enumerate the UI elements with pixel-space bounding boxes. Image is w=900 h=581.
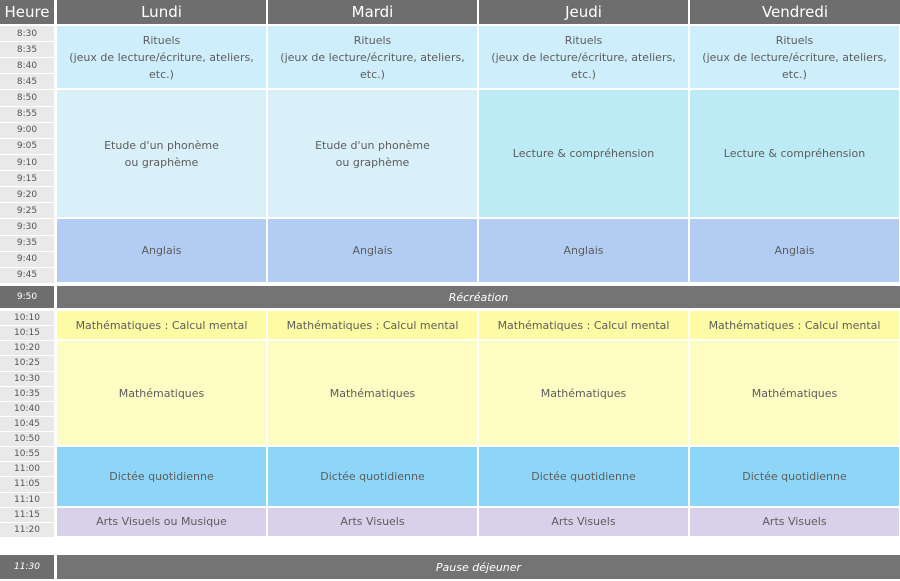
- subject-cell-calcul[interactable]: Mathématiques : Calcul mental: [57, 311, 266, 340]
- subject-label: Arts Visuels ou Musique: [96, 515, 227, 529]
- subject-label: Anglais: [563, 244, 604, 258]
- subject-label: Etude d'un phonème ou graphème: [104, 138, 219, 169]
- subject-cell-anglais[interactable]: Anglais: [268, 219, 477, 282]
- subject-label: Mathématiques: [118, 386, 205, 400]
- day-header-1: Mardi: [268, 0, 477, 24]
- time-slot: 9:25: [0, 203, 54, 219]
- subject-cell-phoneme[interactable]: Lecture & compréhension: [690, 90, 899, 218]
- time-slot: 11:20: [0, 522, 54, 537]
- subject-cell-calcul[interactable]: Mathématiques : Calcul mental: [479, 311, 688, 340]
- time-slot: 9:05: [0, 138, 54, 154]
- subject-cell-phoneme[interactable]: Etude d'un phonème ou graphème: [268, 90, 477, 218]
- subject-label: Dictée quotidienne: [320, 469, 425, 483]
- subject-label: Dictée quotidienne: [742, 469, 847, 483]
- subject-label: Etude d'un phonème ou graphème: [315, 138, 430, 169]
- subject-label: Rituels (jeux de lecture/écriture, ateli…: [702, 33, 887, 81]
- subject-label: Mathématiques : Calcul mental: [286, 318, 459, 332]
- lunch-band: Pause déjeuner: [57, 555, 900, 579]
- subject-cell-anglais[interactable]: Anglais: [690, 219, 899, 282]
- subject-cell-dictee[interactable]: Dictée quotidienne: [690, 447, 899, 506]
- time-slot: 9:45: [0, 267, 54, 283]
- subject-cell-maths[interactable]: Mathématiques: [690, 341, 899, 446]
- subject-cell-dictee[interactable]: Dictée quotidienne: [57, 447, 266, 506]
- subject-label: Anglais: [352, 244, 393, 258]
- subject-cell-arts[interactable]: Arts Visuels: [268, 507, 477, 536]
- subject-label: Anglais: [141, 244, 182, 258]
- time-slot: 9:00: [0, 122, 54, 138]
- subject-cell-rituels[interactable]: Rituels (jeux de lecture/écriture, ateli…: [690, 26, 899, 89]
- time-slot: 11:10: [0, 492, 54, 507]
- time-slot: 11:05: [0, 477, 54, 492]
- subject-cell-calcul[interactable]: Mathématiques : Calcul mental: [268, 311, 477, 340]
- subject-label: Mathématiques: [329, 386, 416, 400]
- subject-label: Arts Visuels: [762, 515, 827, 529]
- time-slot: 9:15: [0, 171, 54, 187]
- day-header-0: Lundi: [57, 0, 266, 24]
- time-slot: 8:45: [0, 74, 54, 90]
- time-slot: 10:15: [0, 326, 54, 341]
- time-slot: 10:45: [0, 416, 54, 432]
- subject-cell-maths[interactable]: Mathématiques: [479, 341, 688, 446]
- time-slot: 10:55: [0, 447, 54, 462]
- recess-band: Récréation: [57, 286, 900, 308]
- day-header-2: Jeudi: [479, 0, 688, 24]
- subject-cell-dictee[interactable]: Dictée quotidienne: [268, 447, 477, 506]
- subject-cell-rituels[interactable]: Rituels (jeux de lecture/écriture, ateli…: [479, 26, 688, 89]
- time-slot: 10:40: [0, 401, 54, 416]
- lunch-time: 11:30: [0, 555, 54, 579]
- subject-label: Mathématiques: [751, 386, 838, 400]
- subject-label: Arts Visuels: [551, 515, 616, 529]
- time-slot: 9:10: [0, 154, 54, 171]
- subject-label: Anglais: [774, 244, 815, 258]
- time-slot: 9:40: [0, 251, 54, 267]
- subject-label: Dictée quotidienne: [109, 469, 214, 483]
- time-slot: 10:30: [0, 371, 54, 386]
- subject-cell-calcul[interactable]: Mathématiques : Calcul mental: [690, 311, 899, 340]
- time-slot: 8:55: [0, 106, 54, 122]
- time-slot: 8:30: [0, 26, 54, 42]
- time-slot: 9:35: [0, 235, 54, 251]
- subject-cell-arts[interactable]: Arts Visuels: [479, 507, 688, 536]
- subject-label: Mathématiques : Calcul mental: [75, 318, 248, 332]
- time-slot: 8:35: [0, 42, 54, 58]
- time-slot: 10:50: [0, 432, 54, 447]
- subject-cell-anglais[interactable]: Anglais: [479, 219, 688, 282]
- time-slot: 9:30: [0, 219, 54, 235]
- time-slot: 8:40: [0, 58, 54, 74]
- subject-label: Mathématiques : Calcul mental: [497, 318, 670, 332]
- subject-label: Lecture & compréhension: [512, 147, 655, 161]
- subject-cell-maths[interactable]: Mathématiques: [57, 341, 266, 446]
- subject-label: Rituels (jeux de lecture/écriture, ateli…: [280, 33, 465, 81]
- time-slot: 11:00: [0, 462, 54, 477]
- subject-cell-maths[interactable]: Mathématiques: [268, 341, 477, 446]
- time-slot: 8:50: [0, 90, 54, 106]
- subject-label: Rituels (jeux de lecture/écriture, ateli…: [69, 33, 254, 81]
- subject-label: Arts Visuels: [340, 515, 405, 529]
- subject-label: Mathématiques : Calcul mental: [708, 318, 881, 332]
- subject-label: Dictée quotidienne: [531, 469, 636, 483]
- time-slot: 11:15: [0, 507, 54, 522]
- subject-label: Mathématiques: [540, 386, 627, 400]
- subject-cell-rituels[interactable]: Rituels (jeux de lecture/écriture, ateli…: [268, 26, 477, 89]
- subject-cell-phoneme[interactable]: Lecture & compréhension: [479, 90, 688, 218]
- time-slot: 10:10: [0, 311, 54, 326]
- subject-cell-anglais[interactable]: Anglais: [57, 219, 266, 282]
- subject-label: Lecture & compréhension: [723, 147, 866, 161]
- time-column-header: Heure: [0, 0, 54, 24]
- time-slot: 10:20: [0, 341, 54, 356]
- subject-cell-rituels[interactable]: Rituels (jeux de lecture/écriture, ateli…: [57, 26, 266, 89]
- time-slot: 10:25: [0, 356, 54, 371]
- time-slot: 10:35: [0, 386, 54, 401]
- day-header-3: Vendredi: [690, 0, 900, 24]
- recess-time: 9:50: [0, 286, 54, 308]
- subject-cell-dictee[interactable]: Dictée quotidienne: [479, 447, 688, 506]
- time-slot: 9:20: [0, 187, 54, 203]
- subject-cell-phoneme[interactable]: Etude d'un phonème ou graphème: [57, 90, 266, 218]
- subject-cell-arts[interactable]: Arts Visuels ou Musique: [57, 507, 266, 536]
- subject-label: Rituels (jeux de lecture/écriture, ateli…: [491, 33, 676, 81]
- subject-cell-arts[interactable]: Arts Visuels: [690, 507, 899, 536]
